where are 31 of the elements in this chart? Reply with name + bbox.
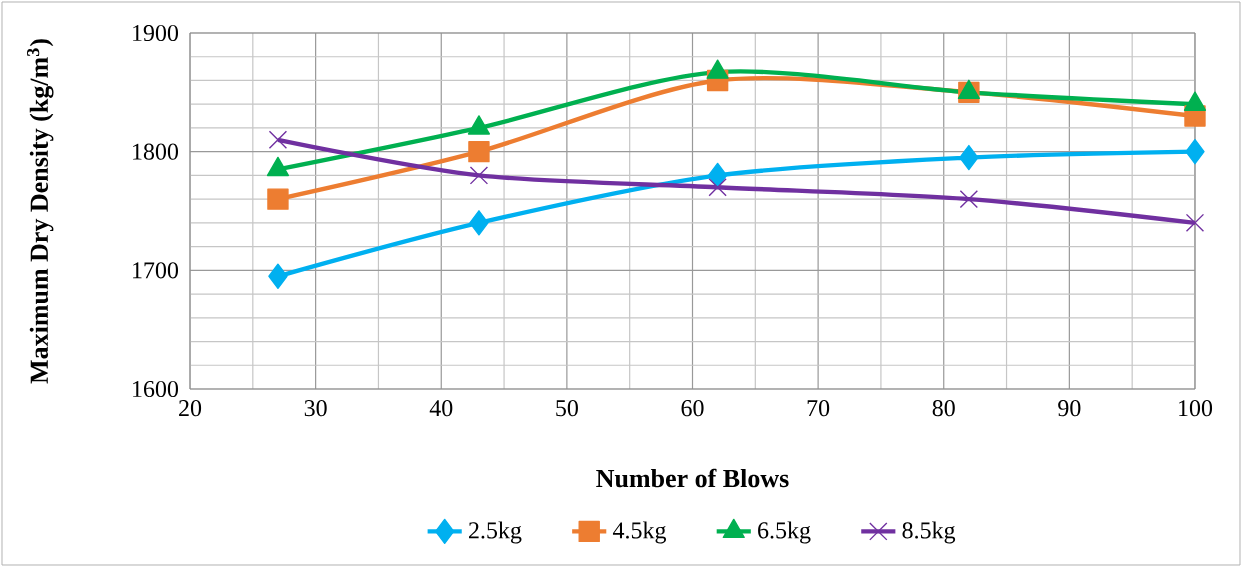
point bbox=[468, 140, 490, 163]
y-tick-label: 1900 bbox=[133, 24, 179, 42]
point bbox=[959, 144, 979, 171]
x-tick-label: 40 bbox=[429, 400, 453, 417]
legend-label: 8.5kg bbox=[902, 521, 956, 544]
y-tick-label: 1600 bbox=[133, 380, 179, 398]
x-tick-label: 80 bbox=[932, 400, 955, 417]
x-tick-label: 90 bbox=[1058, 400, 1081, 417]
x-tick-label: 60 bbox=[681, 400, 704, 417]
y-tick-label: 1800 bbox=[133, 143, 179, 160]
point bbox=[268, 263, 288, 289]
point bbox=[1185, 138, 1205, 165]
point bbox=[959, 189, 979, 209]
point bbox=[268, 130, 288, 149]
legend-label: 4.5kg bbox=[612, 521, 667, 544]
point bbox=[708, 178, 727, 197]
point bbox=[469, 210, 489, 236]
y-axis-title: Maximum Dry Density (kg/m$^{3}$) bbox=[27, 39, 54, 384]
x-tick-label: 20 bbox=[179, 400, 202, 417]
point bbox=[267, 188, 289, 210]
point bbox=[707, 162, 728, 189]
y-tick-label: 1700 bbox=[133, 262, 179, 279]
point bbox=[469, 166, 489, 185]
legend-label: 2.5kg bbox=[469, 521, 522, 544]
x-tick-label: 100 bbox=[1179, 400, 1213, 417]
x-axis-title: Number of Blows bbox=[596, 468, 789, 488]
x-tick-label: 50 bbox=[556, 400, 578, 417]
x-tick-label: 70 bbox=[807, 400, 830, 417]
x-tick-label: 30 bbox=[304, 400, 327, 417]
legend-label: 6.5kg bbox=[758, 521, 811, 544]
point bbox=[1185, 213, 1205, 233]
